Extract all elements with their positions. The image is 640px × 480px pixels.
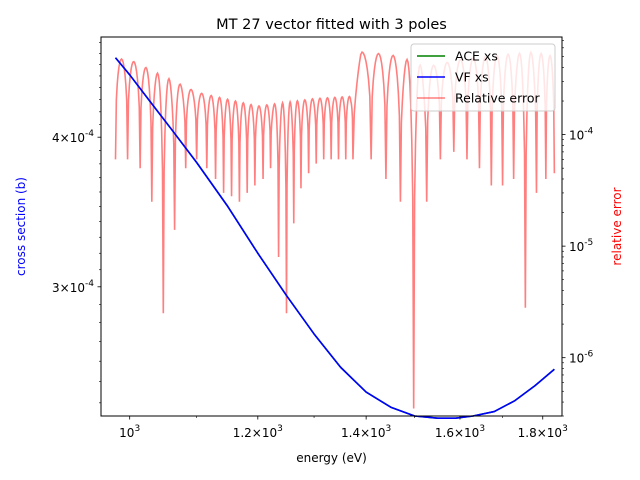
legend-label-vf-xs: VF xs [455, 70, 489, 85]
y-tick-label: 4×10-4 [52, 129, 94, 145]
chart-title: MT 27 vector fitted with 3 poles [216, 17, 447, 33]
legend-box [410, 43, 556, 112]
legend-label-relative-error: Relative error [455, 91, 541, 106]
y-axis-title: cross section (b) [14, 177, 28, 276]
x-tick-label: 1.6×103 [435, 424, 485, 440]
legend: ACE xs VF xs Relative error [410, 43, 556, 112]
series-line-vf-xs [114, 57, 555, 420]
y2-tick-label: 10-4 [569, 127, 594, 143]
y2-axis-title: relative error [610, 187, 624, 265]
y2-tick-label: 10-5 [569, 238, 593, 254]
legend-label-ace-xs: ACE xs [455, 49, 498, 64]
x-tick-label: 1.2×103 [233, 424, 283, 440]
x-tick-label: 103 [119, 424, 140, 440]
x-axis-ticks: 103 1.2×103 1.4×103 1.6×103 1.8×103 [119, 416, 568, 440]
x-tick-label: 1.8×103 [518, 424, 568, 440]
x-tick-label: 1.4×103 [341, 424, 391, 440]
plot-frame [100, 36, 563, 417]
y2-tick-label: 10-6 [569, 350, 594, 366]
y2-axis-ticks: 10-6 10-5 10-4 [562, 40, 594, 417]
y-tick-label: 3×10-4 [52, 279, 94, 295]
y-axis-ticks: 3×10-4 4×10-4 [52, 42, 101, 404]
x-axis-title: energy (eV) [296, 451, 367, 465]
